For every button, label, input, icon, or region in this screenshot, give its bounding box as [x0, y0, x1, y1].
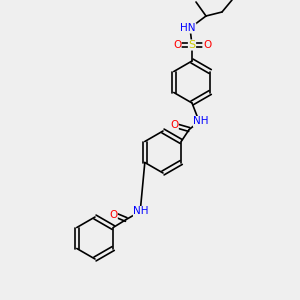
Text: HN: HN	[180, 23, 196, 33]
Text: NH: NH	[194, 116, 209, 127]
Text: O: O	[173, 40, 181, 50]
Text: NH: NH	[134, 206, 149, 217]
Text: O: O	[203, 40, 211, 50]
Text: O: O	[170, 121, 178, 130]
Text: O: O	[109, 209, 117, 220]
Text: S: S	[188, 40, 196, 50]
